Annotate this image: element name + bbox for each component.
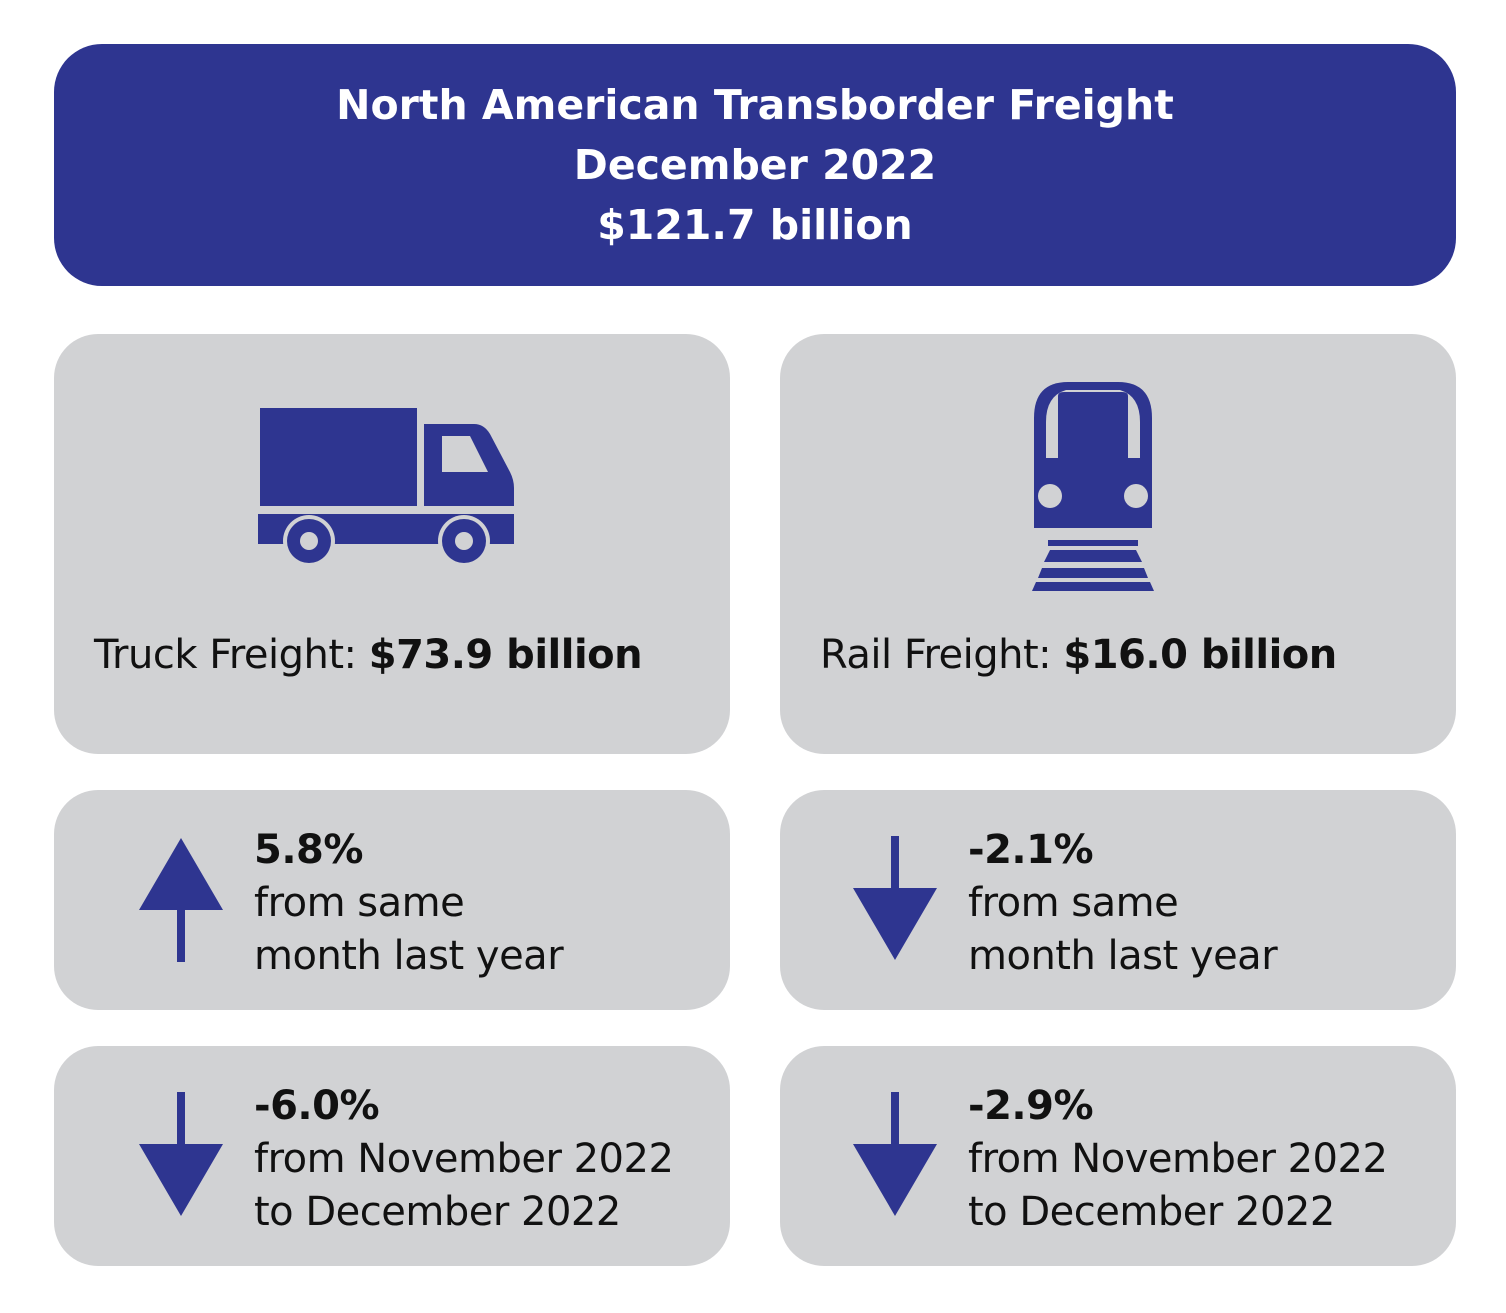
rail-value: $16.0 billion (1063, 632, 1337, 678)
truck-mom-line2: to December 2022 (254, 1189, 621, 1235)
truck-mom-card: -6.0% from November 2022 to December 202… (54, 1046, 730, 1266)
header-banner: North American Transborder Freight Decem… (54, 44, 1456, 286)
rail-label-text: Rail Freight: (820, 632, 1064, 678)
truck-mom-text: -6.0% from November 2022 to December 202… (254, 1080, 674, 1239)
arrow-up-icon (139, 838, 223, 962)
arrow-down-icon (853, 836, 937, 960)
rail-mom-card: -2.9% from November 2022 to December 202… (780, 1046, 1456, 1266)
truck-yoy-card: 5.8% from same month last year (54, 790, 730, 1010)
truck-yoy-line2: month last year (254, 933, 564, 979)
truck-mom-line1: from November 2022 (254, 1136, 674, 1182)
rail-mom-line1: from November 2022 (968, 1136, 1388, 1182)
header-title: North American Transborder Freight (336, 81, 1174, 129)
truck-freight-label: Truck Freight: $73.9 billion (94, 632, 643, 678)
rail-yoy-line1: from same (968, 880, 1179, 926)
truck-mom-value: -6.0% (254, 1083, 380, 1129)
rail-yoy-card: -2.1% from same month last year (780, 790, 1456, 1010)
rail-yoy-line2: month last year (968, 933, 1278, 979)
train-icon (1030, 382, 1156, 591)
rail-yoy-value: -2.1% (968, 827, 1094, 873)
rail-mom-line2: to December 2022 (968, 1189, 1335, 1235)
header-total: $121.7 billion (597, 201, 913, 249)
truck-yoy-value: 5.8% (254, 827, 363, 873)
arrow-down-icon (853, 1092, 937, 1216)
truck-card: Truck Freight: $73.9 billion (54, 334, 730, 754)
truck-value: $73.9 billion (368, 632, 643, 678)
rail-mom-value: -2.9% (968, 1083, 1094, 1129)
truck-icon (258, 408, 514, 566)
rail-freight-label: Rail Freight: $16.0 billion (820, 632, 1337, 678)
truck-label-text: Truck Freight: (94, 632, 369, 678)
rail-mom-text: -2.9% from November 2022 to December 202… (968, 1080, 1388, 1239)
truck-yoy-text: 5.8% from same month last year (254, 824, 564, 983)
rail-card: Rail Freight: $16.0 billion (780, 334, 1456, 754)
rail-yoy-text: -2.1% from same month last year (968, 824, 1278, 983)
truck-yoy-line1: from same (254, 880, 465, 926)
header-period: December 2022 (573, 141, 937, 189)
arrow-down-icon (139, 1092, 223, 1216)
